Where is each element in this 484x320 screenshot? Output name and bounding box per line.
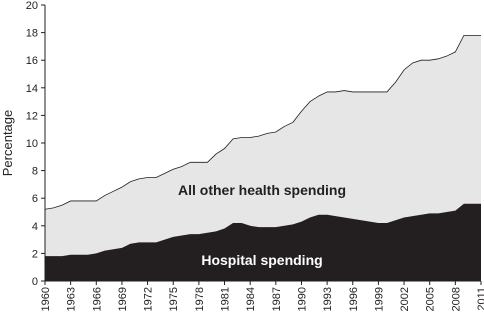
- x-tick-label: 1966: [91, 287, 103, 311]
- y-tick-label: 10: [26, 138, 38, 150]
- x-tick-label: 2008: [450, 287, 462, 311]
- y-tick-label: 14: [26, 83, 38, 95]
- x-tick-label: 1996: [348, 287, 360, 311]
- x-tick-label: 2002: [399, 287, 411, 311]
- x-tick-label: 1972: [143, 287, 155, 311]
- y-tick-label: 6: [32, 193, 38, 205]
- y-tick-label: 8: [32, 166, 38, 178]
- x-tick-label: 1990: [296, 287, 308, 311]
- x-tick-label: 1981: [220, 287, 232, 311]
- x-tick-label: 1984: [245, 287, 257, 311]
- x-tick-label: 1969: [117, 287, 129, 311]
- area: [45, 35, 481, 257]
- y-axis-label: Percentage: [0, 110, 15, 177]
- y-tick-label: 20: [26, 0, 38, 12]
- y-tick-label: 2: [32, 248, 38, 260]
- x-tick-label: 2005: [425, 287, 437, 311]
- x-tick-label: 1963: [66, 287, 78, 311]
- y-tick-label: 16: [26, 55, 38, 67]
- y-tick-label: 0: [32, 276, 38, 288]
- y-tick-label: 12: [26, 110, 38, 122]
- area: [45, 203, 481, 281]
- y-tick-label: 18: [26, 28, 38, 40]
- x-tick-label: 1993: [322, 287, 334, 311]
- x-tick-label: 1999: [373, 287, 385, 311]
- series-label: Hospital spending: [201, 252, 322, 268]
- area-edge: [44, 34, 481, 210]
- series-label: All other health spending: [178, 182, 346, 198]
- x-tick-label: 1960: [40, 287, 52, 311]
- x-tick-label: 1975: [168, 287, 180, 311]
- x-tick-label: 1987: [271, 287, 283, 311]
- y-tick-label: 4: [32, 221, 38, 233]
- x-tick-label: 1978: [194, 287, 206, 311]
- x-tick-label: 2011: [476, 287, 484, 311]
